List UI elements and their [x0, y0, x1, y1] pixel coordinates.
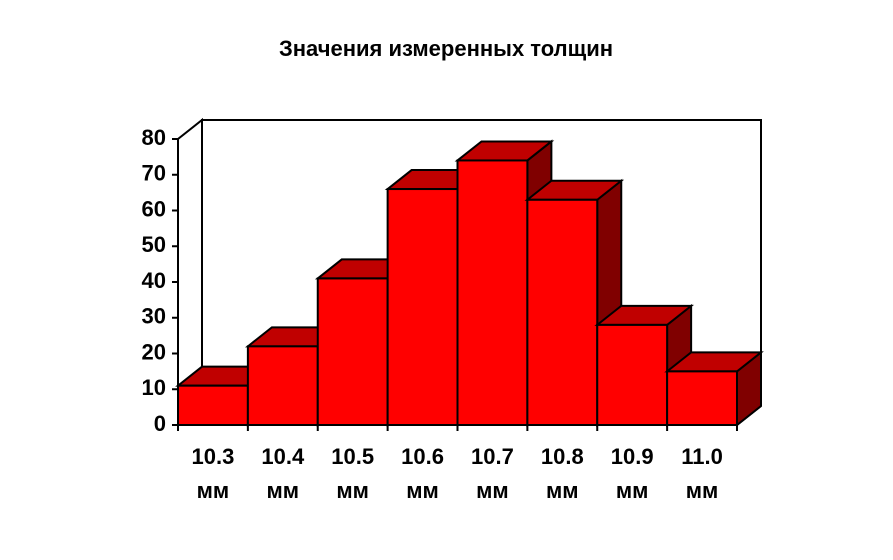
bar [596, 323, 669, 426]
x-tick-label: 10.3 мм [191, 444, 235, 503]
bar [316, 277, 389, 426]
bar [177, 384, 249, 426]
chart-title: Значения измеренных толщин [279, 36, 613, 61]
x-tick-label: 10.5 мм [331, 444, 375, 503]
y-tick-label: 60 [142, 196, 166, 221]
y-tick-label: 30 [142, 304, 166, 329]
x-tick-label: 10.6 мм [401, 444, 444, 503]
x-tick-label: 10.8 мм [540, 444, 584, 503]
y-tick-label: 20 [142, 339, 166, 364]
bar [246, 345, 319, 427]
bar [526, 198, 599, 426]
x-tick-label: 11.0 мм [681, 444, 723, 503]
y-tick-label: 0 [154, 411, 166, 436]
y-tick-label: 50 [142, 232, 166, 257]
y-tick-label: 70 [142, 161, 166, 186]
x-tick-label: 10.4 мм [261, 444, 305, 503]
y-tick-label: 10 [142, 375, 166, 400]
x-tick-label: 10.9 мм [610, 444, 654, 503]
bar [386, 188, 459, 426]
x-tick-label: 10.7 мм [471, 444, 514, 503]
y-tick-label: 80 [142, 125, 166, 150]
y-tick-label: 40 [142, 268, 166, 293]
bar [666, 370, 738, 426]
bar [456, 159, 529, 426]
